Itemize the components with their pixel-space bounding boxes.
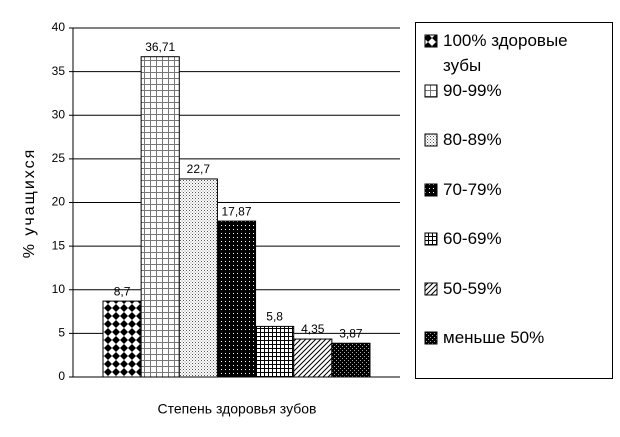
legend-item: 80-89% [424,127,609,152]
bar [255,325,295,378]
legend-swatch [424,282,438,295]
swatch [424,183,438,196]
bar [293,338,333,378]
y-tick-label: 35 [52,64,66,78]
legend-swatch [424,232,438,246]
legend-label: 80-89% [443,130,502,149]
y-tick-label: 40 [52,20,66,34]
y-tick-label: 10 [52,282,66,296]
value-label: 3,87 [339,326,363,340]
legend-item: 100% здоровые зубы [424,28,609,78]
value-label: 17,87 [221,204,251,218]
legend-label: 90-99% [443,80,502,100]
y-tick-label: 5 [58,326,65,340]
legend-label: 100% здоровые зубы [443,31,568,75]
bar [102,300,142,378]
value-label: 5,8 [266,310,283,324]
bar [331,342,371,378]
y-tick-label: 20 [52,195,66,209]
legend-item: 50-59% [424,276,609,301]
value-label: 22,7 [187,162,211,176]
swatch [424,34,438,48]
y-tick-label: 25 [52,151,66,165]
legend-item: 70-79% [424,177,609,202]
legend-swatch [424,34,438,48]
x-axis-label: Степень здоровья зубов [158,401,317,417]
bar [216,220,257,378]
y-axis-label: % учащихся [21,148,38,259]
legend-item: меньше 50% [424,325,609,350]
y-tick-label: 0 [58,369,65,383]
swatch [424,331,438,345]
value-label: 4,35 [301,322,325,336]
y-tick-label: 15 [52,238,66,252]
legend-label: 60-69% [443,229,502,248]
legend-label: 70-79% [443,179,502,199]
legend: 100% здоровые зубы 90-99% 80-89% 70-79% 60-6… [415,22,613,379]
legend-swatch [424,331,438,345]
legend-item: 60-69% [424,226,609,251]
swatch [424,232,438,246]
value-label: 8,7 [114,284,131,298]
value-label: 36,71 [145,40,175,54]
bar [178,178,218,378]
legend-label: 50-59% [443,278,502,298]
swatch [424,282,438,295]
legend-label: меньше 50% [443,328,545,347]
swatch [424,133,438,147]
legend-swatch [424,183,438,196]
y-tick-label: 30 [52,107,66,121]
bar [140,56,180,378]
legend-swatch [424,133,438,147]
legend-item: 90-99% [424,78,609,103]
legend-swatch [424,84,438,97]
swatch [424,84,438,97]
